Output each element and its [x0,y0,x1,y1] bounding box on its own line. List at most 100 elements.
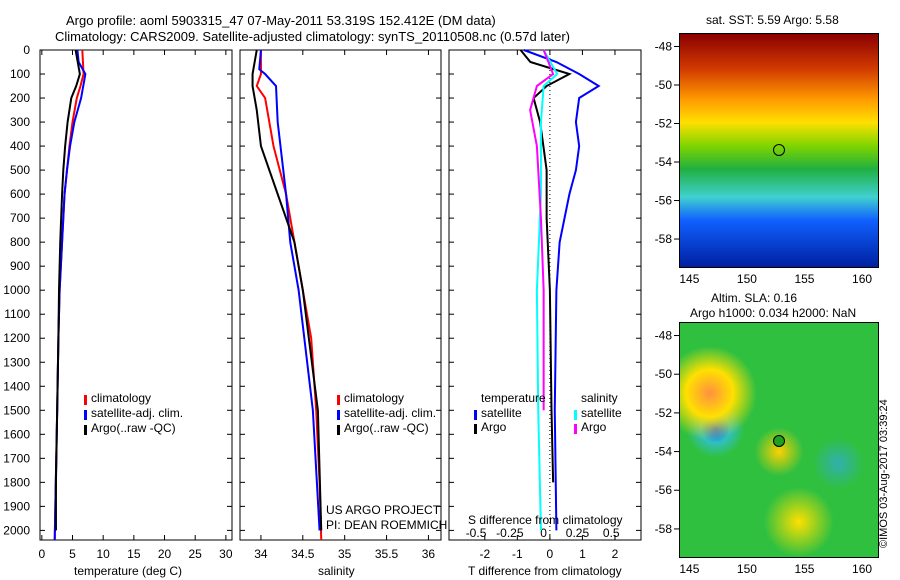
y-tick-label: 800 [10,235,30,249]
sst-map-title: sat. SST: 5.59 Argo: 5.58 [706,13,839,27]
diff-legend-s-argo: Argo [581,420,607,434]
legend-swatch [337,410,340,420]
x-tick-label: 0 [38,547,45,561]
series-s-satellite [535,49,559,531]
x2-tick-label: 0.25 [566,526,590,540]
x-tick-label: 36 [422,547,436,561]
temp-legend-sat: satellite-adj. clim. [91,406,184,420]
legend-swatch [574,410,577,420]
sla-map-title2: Argo h1000: 0.034 h2000: NaN [690,306,857,320]
x-tick-label: 34.5 [291,547,315,561]
series-climatology [255,50,323,541]
x-tick-label: 1 [579,547,586,561]
y-tick-label: 2000 [3,523,30,537]
y-tick-label: 400 [10,139,30,153]
temp-xlabel: temperature (deg C) [74,564,183,578]
y-tick-label: 1300 [3,355,30,369]
x-tick-label: 0 [547,547,554,561]
x2-tick-label: 0 [540,526,547,540]
series-argo-raw-qc- [54,49,81,531]
x-tick-label: 35 [338,547,352,561]
sla-map-title1: Altim. SLA: 0.16 [711,291,798,305]
sal-xlabel: salinity [318,564,355,578]
legend-swatch [337,395,340,405]
sal-legend-clim: climatology [344,391,405,405]
diff-legend-t-argo: Argo [481,420,507,434]
sal-legend-argo: Argo(..raw -QC) [344,421,429,435]
temp-legend-clim: climatology [91,391,152,405]
map-y-tick-label: -48 [655,329,673,343]
legend-swatch [337,425,340,435]
y-tick-label: 1600 [3,427,30,441]
x2-tick-label: -0.5 [466,526,487,540]
diff-xlabel: T difference from climatology [468,564,622,578]
map-x-tick-label: 150 [737,272,757,286]
sst-map [679,33,879,268]
map-x-tick-label: 160 [852,272,872,286]
y-tick-label: 900 [10,259,30,273]
map-y-tick-label: -48 [655,39,673,53]
y-tick-label: 300 [10,115,30,129]
y-tick-label: 1700 [3,451,30,465]
series-t-argo [519,49,573,483]
legend-swatch [574,424,577,434]
y-tick-label: 200 [10,91,30,105]
map-y-tick-label: -54 [655,445,673,459]
diff-legend-s-sat: satellite [581,406,622,420]
sla-map [679,322,879,558]
diff-x2label: S difference from climatology [468,513,623,527]
plot-frame [39,49,233,541]
diff-legend-t-sat: satellite [481,406,522,420]
y-tick-label: 100 [10,67,30,81]
y-tick-label: 0 [23,43,30,57]
argo-location-marker [773,435,785,447]
series-argo-raw-qc- [251,49,323,531]
y-tick-label: 1200 [3,331,30,345]
map-y-tick-label: -54 [655,155,673,169]
map-x-tick-label: 145 [679,562,699,576]
y-tick-label: 600 [10,187,30,201]
x-tick-label: 10 [97,547,111,561]
annotation-pi: PI: DEAN ROEMMICH [326,518,448,532]
y-tick-label: 1900 [3,499,30,513]
y-tick-label: 1800 [3,475,30,489]
legend-swatch [84,395,87,405]
legend-swatch [84,410,87,420]
x2-tick-label: -0.25 [496,526,524,540]
map-y-tick-label: -52 [655,406,673,420]
map-y-tick-label: -52 [655,117,673,131]
x-tick-label: 25 [189,547,203,561]
x-tick-label: 20 [158,547,172,561]
series-s-argo [529,49,555,411]
plot-frame [448,49,642,541]
map-x-tick-label: 155 [794,272,814,286]
x-tick-label: 35.5 [375,547,399,561]
x-tick-label: 30 [219,547,233,561]
map-x-tick-label: 145 [679,272,699,286]
map-y-tick-label: -50 [655,78,673,92]
y-tick-label: 1500 [3,403,30,417]
diff-legend-temperature: temperature [481,391,546,405]
title-line1: Argo profile: aoml 5903315_47 07-May-201… [66,13,496,28]
y-tick-label: 1000 [3,283,30,297]
x-tick-label: 34 [254,547,268,561]
map-y-tick-label: -58 [655,232,673,246]
temp-legend-argo: Argo(..raw -QC) [91,421,176,435]
x-tick-label: -1 [512,547,523,561]
sal-legend-sat: satellite-adj. clim. [344,406,437,420]
map-y-tick-label: -50 [655,367,673,381]
map-y-tick-label: -56 [655,483,673,497]
map-y-tick-label: -56 [655,194,673,208]
legend-swatch [84,425,87,435]
legend-swatch [474,410,477,420]
x-tick-label: 5 [69,547,76,561]
title-line2: Climatology: CARS2009. Satellite-adjuste… [55,29,570,44]
argo-location-marker [773,144,785,156]
x-tick-label: 2 [612,547,619,561]
imos-credit: ©IMOS 03-Aug-2017 03:39:24 [878,399,890,548]
y-tick-label: 700 [10,211,30,225]
series-satellite-adj-clim- [258,49,321,531]
map-x-tick-label: 155 [794,562,814,576]
